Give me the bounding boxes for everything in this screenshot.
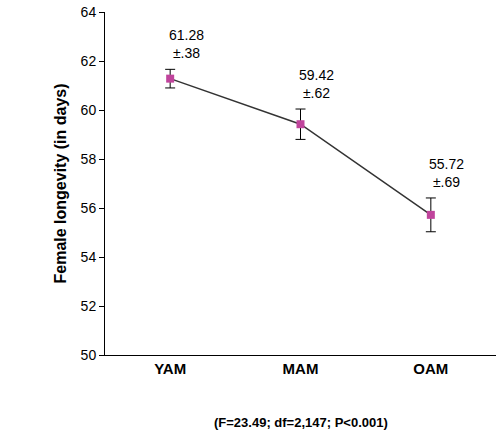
svg-text:YAM: YAM (154, 360, 186, 377)
svg-text:Female longevity (in days): Female longevity (in days) (52, 83, 69, 283)
svg-text:60: 60 (81, 102, 97, 118)
svg-text:61.28±.38: 61.28±.38 (169, 27, 204, 61)
svg-text:62: 62 (81, 53, 97, 69)
svg-text:56: 56 (81, 200, 97, 216)
svg-text:55.72±.69: 55.72±.69 (429, 156, 464, 190)
svg-text:52: 52 (81, 298, 97, 314)
svg-text:64: 64 (81, 4, 97, 20)
svg-text:OAM: OAM (413, 360, 448, 377)
svg-text:59.42±.62: 59.42±.62 (299, 67, 334, 101)
svg-text:(F=23.49; df=2,147; P<0.001): (F=23.49; df=2,147; P<0.001) (214, 415, 388, 430)
svg-text:54: 54 (81, 249, 97, 265)
svg-text:58: 58 (81, 151, 97, 167)
svg-text:MAM: MAM (283, 360, 319, 377)
svg-text:50: 50 (81, 347, 97, 363)
